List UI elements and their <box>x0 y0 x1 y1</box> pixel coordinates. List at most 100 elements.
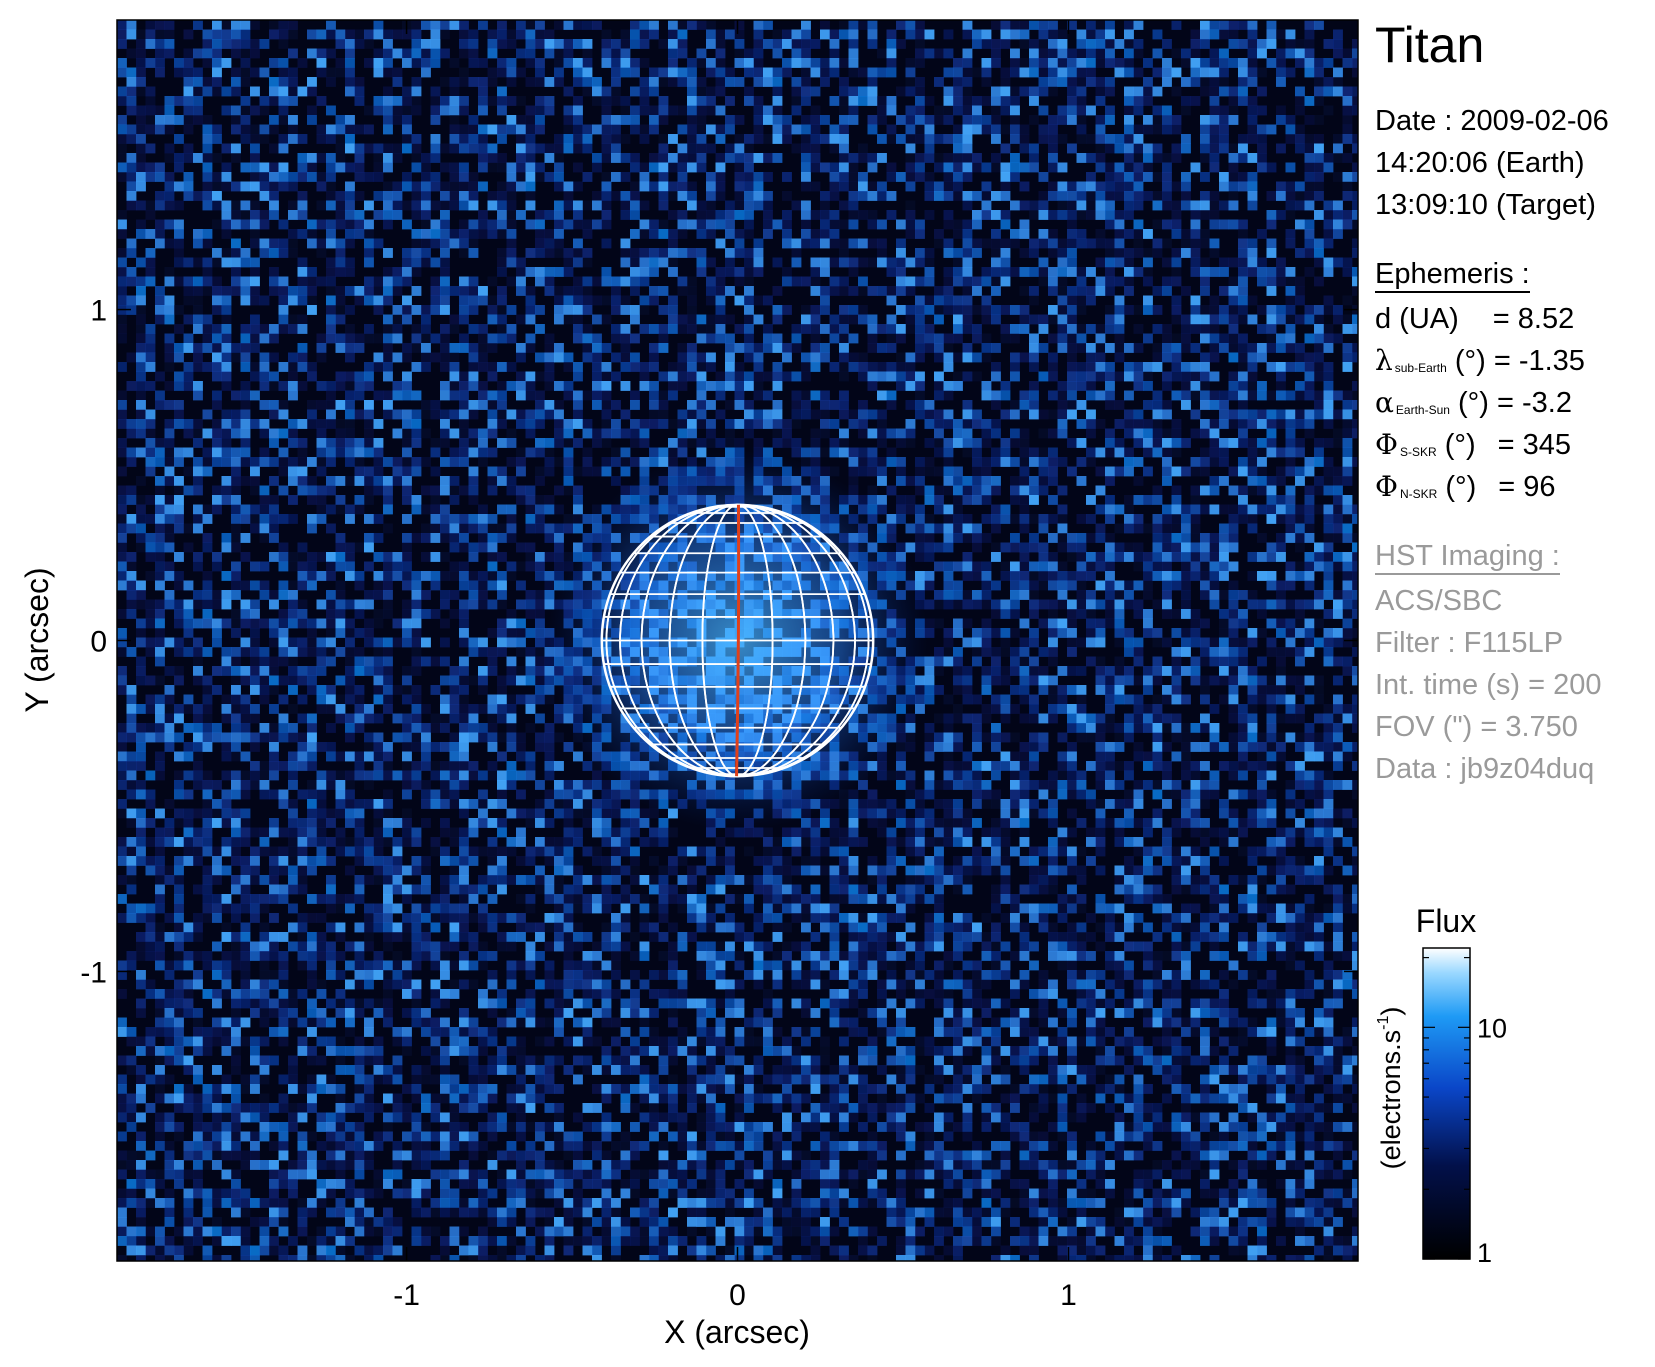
heatmap-cell <box>421 48 431 59</box>
heatmap-cell <box>212 333 222 344</box>
heatmap-cell <box>183 257 194 268</box>
heatmap-cell <box>639 200 650 211</box>
heatmap-cell <box>497 998 507 1009</box>
heatmap-cell <box>468 172 479 182</box>
heatmap-cell <box>212 124 222 135</box>
heatmap-cell <box>202 1046 213 1056</box>
heatmap-cell <box>392 314 403 325</box>
heatmap-cell <box>630 58 640 68</box>
heatmap-cell <box>497 1122 507 1132</box>
heatmap-cell <box>658 1226 669 1237</box>
heatmap-cell <box>345 457 355 467</box>
heatmap-cell <box>611 428 621 439</box>
heatmap-cell <box>573 276 583 287</box>
heatmap-cell <box>506 1084 517 1094</box>
heatmap-cell <box>126 352 137 363</box>
heatmap-cell <box>421 229 431 239</box>
heatmap-cell <box>525 419 536 429</box>
heatmap-cell <box>259 504 270 515</box>
heatmap-cell <box>202 951 213 961</box>
heatmap-cell <box>212 20 222 30</box>
heatmap-cell <box>164 504 175 515</box>
heatmap-cell <box>658 998 669 1009</box>
heatmap-cell <box>459 694 469 705</box>
heatmap-cell <box>136 229 146 239</box>
heatmap-cell <box>459 1084 469 1094</box>
heatmap-cell <box>497 153 507 163</box>
heatmap-cell <box>155 761 165 771</box>
heatmap-cell <box>478 219 488 230</box>
heatmap-cell <box>364 400 374 410</box>
heatmap-cell <box>269 1245 279 1256</box>
heatmap-cell <box>278 1131 289 1142</box>
heatmap-cell <box>383 1017 393 1028</box>
heatmap-cell <box>440 884 450 895</box>
heatmap-cell <box>554 913 564 923</box>
heatmap-cell <box>449 1169 460 1180</box>
heatmap-cell <box>117 742 127 752</box>
heatmap-cell <box>449 590 460 600</box>
heatmap-cell <box>601 48 612 59</box>
heatmap-cell <box>649 932 659 942</box>
heatmap-cell <box>449 941 460 952</box>
heatmap-cell <box>145 419 156 429</box>
heatmap-cell <box>240 922 251 933</box>
heatmap-cell <box>183 618 194 629</box>
heatmap-cell <box>421 191 431 201</box>
heatmap-cell <box>525 485 536 496</box>
heatmap-cell <box>117 1236 127 1246</box>
heatmap-cell <box>183 704 194 714</box>
heatmap-cell <box>335 704 346 714</box>
heatmap-cell <box>516 1008 526 1018</box>
heatmap-cell <box>297 1112 308 1123</box>
heatmap-cell <box>440 305 450 315</box>
heatmap-cell <box>231 514 241 524</box>
heatmap-cell <box>212 875 222 885</box>
heatmap-cell <box>468 1141 479 1151</box>
heatmap-cell <box>563 352 574 363</box>
heatmap-cell <box>136 343 146 353</box>
heatmap-cell <box>421 238 431 249</box>
heatmap-cell <box>468 495 479 505</box>
heatmap-cell <box>430 789 441 800</box>
heatmap-cell <box>316 447 327 458</box>
heatmap-cell <box>421 210 431 220</box>
heatmap-cell <box>240 970 251 980</box>
heatmap-cell <box>174 1017 184 1028</box>
heatmap-cell <box>221 428 232 439</box>
heatmap-cell <box>639 324 650 334</box>
heatmap-cell <box>126 552 137 562</box>
heatmap-cell <box>506 561 517 572</box>
heatmap-cell <box>288 704 298 714</box>
heatmap-cell <box>164 723 175 733</box>
heatmap-cell <box>582 58 593 68</box>
heatmap-cell <box>155 1074 165 1085</box>
heatmap-cell <box>544 457 555 467</box>
heatmap-cell <box>668 29 678 40</box>
heatmap-cell <box>497 780 507 790</box>
heatmap-cell <box>582 1027 593 1037</box>
heatmap-cell <box>544 333 555 344</box>
heatmap-cell <box>516 789 526 800</box>
heatmap-cell <box>658 1150 669 1161</box>
heatmap-cell <box>582 20 593 30</box>
heatmap-cell <box>345 400 355 410</box>
heatmap-cell <box>373 438 384 448</box>
heatmap-cell <box>516 447 526 458</box>
heatmap-cell <box>145 542 156 553</box>
heatmap-cell <box>525 599 536 610</box>
heatmap-cell <box>430 941 441 952</box>
heatmap-cell <box>307 780 317 790</box>
heatmap-cell <box>231 1046 241 1056</box>
heatmap-cell <box>506 362 517 372</box>
heatmap-cell <box>592 162 602 173</box>
heatmap-cell <box>497 1065 507 1075</box>
heatmap-cell <box>164 685 175 695</box>
heatmap-cell <box>202 713 213 724</box>
heatmap-cell <box>468 599 479 610</box>
heatmap-cell <box>392 324 403 334</box>
heatmap-cell <box>440 419 450 429</box>
heatmap-cell <box>506 1198 517 1208</box>
heatmap-cell <box>611 1198 621 1208</box>
heatmap-cell <box>402 637 412 648</box>
